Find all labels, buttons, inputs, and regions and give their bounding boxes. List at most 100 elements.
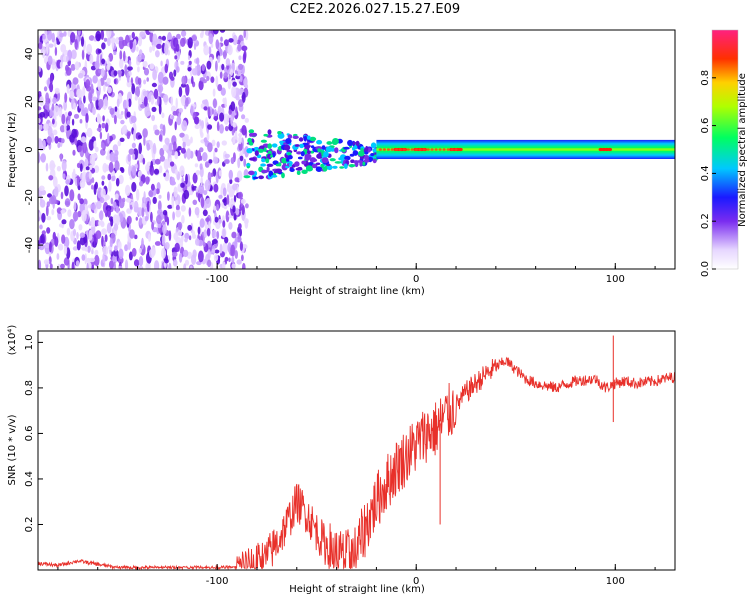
noise-cell bbox=[96, 127, 102, 132]
noise-cell bbox=[56, 165, 62, 172]
noise-cell bbox=[66, 84, 70, 94]
signal-cell bbox=[261, 169, 268, 174]
noise-cell bbox=[114, 106, 118, 112]
noise-cell bbox=[75, 260, 80, 267]
noise-cell bbox=[38, 66, 42, 73]
noise-cell bbox=[49, 109, 52, 118]
peak-cell bbox=[418, 148, 422, 151]
peak-cell bbox=[390, 148, 394, 151]
noise-cell bbox=[74, 137, 78, 146]
signal-cell bbox=[323, 151, 329, 158]
signal-cell bbox=[246, 148, 253, 154]
noise-cell bbox=[47, 30, 52, 41]
noise-cell bbox=[152, 142, 157, 155]
noise-cell bbox=[198, 184, 205, 195]
noise-cell bbox=[155, 50, 160, 58]
noise-cell bbox=[217, 84, 223, 92]
noise-cell bbox=[120, 111, 124, 115]
noise-cell bbox=[219, 243, 223, 254]
noise-cell bbox=[145, 176, 150, 185]
noise-cell bbox=[39, 111, 46, 118]
noise-cell bbox=[207, 142, 213, 153]
noise-cell bbox=[222, 50, 227, 60]
signal-cell bbox=[334, 147, 339, 154]
noise-cell bbox=[172, 110, 178, 116]
peak-cell bbox=[458, 147, 463, 152]
signal-cell bbox=[257, 148, 264, 153]
noise-cell bbox=[100, 30, 105, 40]
noise-cell bbox=[73, 102, 77, 111]
noise-cell bbox=[49, 82, 54, 93]
noise-cell bbox=[94, 254, 100, 267]
noise-cell bbox=[173, 186, 178, 198]
peak-cell bbox=[378, 148, 382, 151]
noise-cell bbox=[95, 97, 99, 110]
noise-cell bbox=[211, 139, 216, 147]
noise-cell bbox=[239, 241, 243, 252]
noise-cell bbox=[84, 246, 88, 252]
noise-cell bbox=[101, 180, 105, 186]
noise-cell bbox=[79, 163, 83, 172]
noise-cell bbox=[128, 59, 132, 67]
noise-cell bbox=[187, 224, 193, 231]
noise-cell bbox=[202, 241, 206, 248]
signal-cell bbox=[284, 144, 291, 151]
noise-cell bbox=[54, 46, 58, 57]
noise-cell bbox=[187, 67, 192, 72]
noise-cell bbox=[117, 241, 122, 250]
noise-cell bbox=[225, 210, 230, 223]
noise-cell bbox=[108, 161, 114, 173]
noise-cell bbox=[183, 189, 190, 200]
signal-cell bbox=[267, 129, 272, 135]
spectrogram-ytick-label: 40 bbox=[24, 48, 35, 61]
noise-cell bbox=[192, 172, 198, 184]
noise-cell bbox=[54, 87, 60, 94]
signal-cell bbox=[243, 175, 251, 179]
noise-cell bbox=[241, 114, 246, 120]
noise-cell bbox=[220, 36, 223, 42]
noise-cell bbox=[205, 197, 212, 209]
noise-cell bbox=[230, 244, 236, 257]
noise-cell bbox=[202, 79, 207, 84]
noise-cell bbox=[207, 106, 211, 118]
noise-cell bbox=[137, 66, 140, 73]
noise-cell bbox=[64, 198, 71, 208]
noise-cell bbox=[141, 237, 144, 250]
signal-cell bbox=[263, 133, 269, 137]
chart-title: C2E2.2026.027.15.27.E09 bbox=[289, 2, 461, 17]
noise-cell bbox=[81, 171, 88, 183]
noise-cell bbox=[205, 217, 210, 222]
noise-cell bbox=[199, 119, 202, 127]
noise-cell bbox=[42, 34, 46, 40]
noise-cell bbox=[175, 200, 179, 206]
noise-cell bbox=[139, 217, 142, 226]
noise-cell bbox=[223, 113, 229, 125]
noise-cell bbox=[211, 229, 217, 239]
noise-cell bbox=[204, 161, 210, 168]
signal-cell bbox=[309, 136, 317, 142]
noise-cell bbox=[97, 90, 100, 101]
noise-cell bbox=[85, 113, 89, 123]
noise-cell bbox=[74, 61, 80, 71]
spectrogram-ytick-label: -20 bbox=[24, 189, 35, 205]
signal-cell bbox=[370, 142, 377, 149]
signal-cell bbox=[268, 170, 274, 177]
noise-cell bbox=[194, 65, 198, 76]
signal-cell bbox=[298, 137, 304, 142]
noise-cell bbox=[194, 206, 200, 216]
noise-cell bbox=[132, 153, 136, 160]
noise-cell bbox=[57, 243, 64, 251]
noise-cell bbox=[49, 74, 54, 85]
noise-cell bbox=[156, 43, 162, 50]
noise-cell bbox=[114, 160, 120, 171]
signal-cell bbox=[246, 163, 251, 167]
noise-cell bbox=[212, 30, 219, 35]
noise-cell bbox=[89, 257, 95, 263]
noise-cell bbox=[74, 38, 78, 50]
peak-cell bbox=[426, 148, 430, 151]
noise-cell bbox=[140, 104, 146, 109]
noise-cell bbox=[107, 173, 112, 181]
noise-cell bbox=[176, 33, 181, 40]
signal-cell bbox=[277, 131, 282, 135]
noise-cell bbox=[43, 259, 50, 265]
